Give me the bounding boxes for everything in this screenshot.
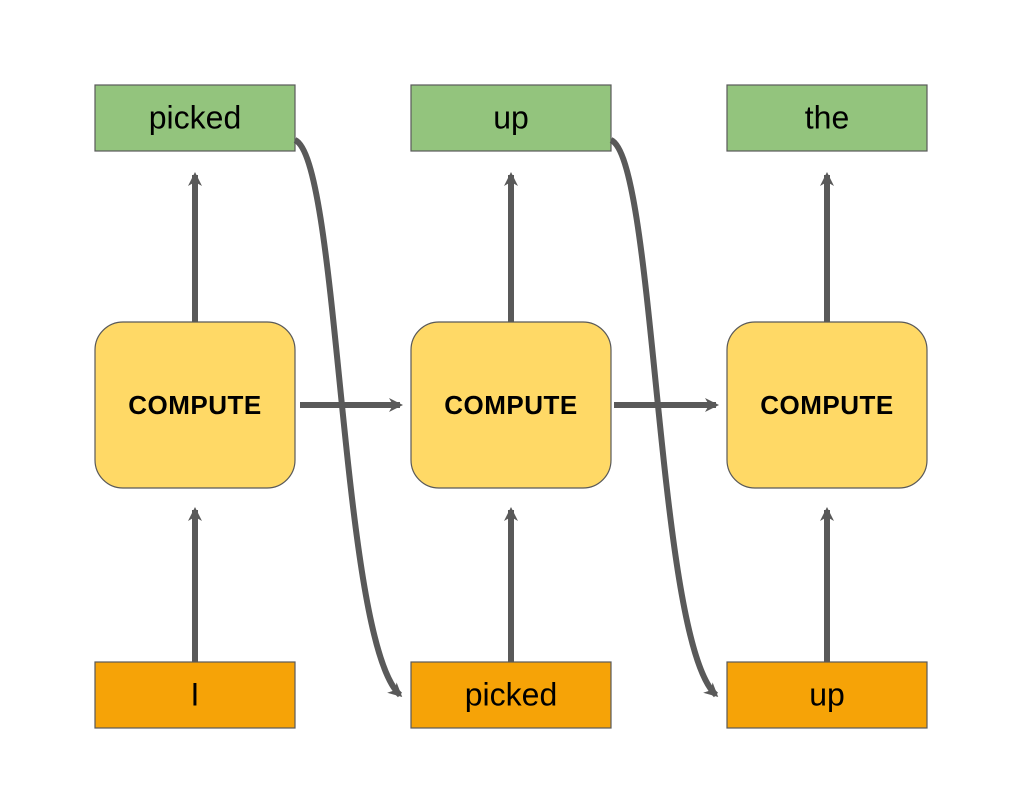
input-label-1: picked [465,676,558,712]
compute-label-1: COMPUTE [444,390,578,420]
arrow-feedback-0 [295,140,400,695]
input-label-2: up [809,676,845,712]
compute-label-0: COMPUTE [128,390,262,420]
output-label-0: picked [149,99,242,135]
rnn-diagram: picked up the COMPUTE COMPUTE COMPUTE I … [0,0,1024,798]
arrow-feedback-1 [611,140,716,695]
output-label-2: the [805,99,849,135]
compute-box-2: COMPUTE [727,322,927,488]
output-label-1: up [493,99,529,135]
input-box-1: picked [411,662,611,728]
output-box-2: the [727,85,927,151]
input-label-0: I [191,676,200,712]
output-box-1: up [411,85,611,151]
compute-box-1: COMPUTE [411,322,611,488]
output-box-0: picked [95,85,295,151]
input-box-2: up [727,662,927,728]
compute-box-0: COMPUTE [95,322,295,488]
compute-label-2: COMPUTE [760,390,894,420]
input-box-0: I [95,662,295,728]
